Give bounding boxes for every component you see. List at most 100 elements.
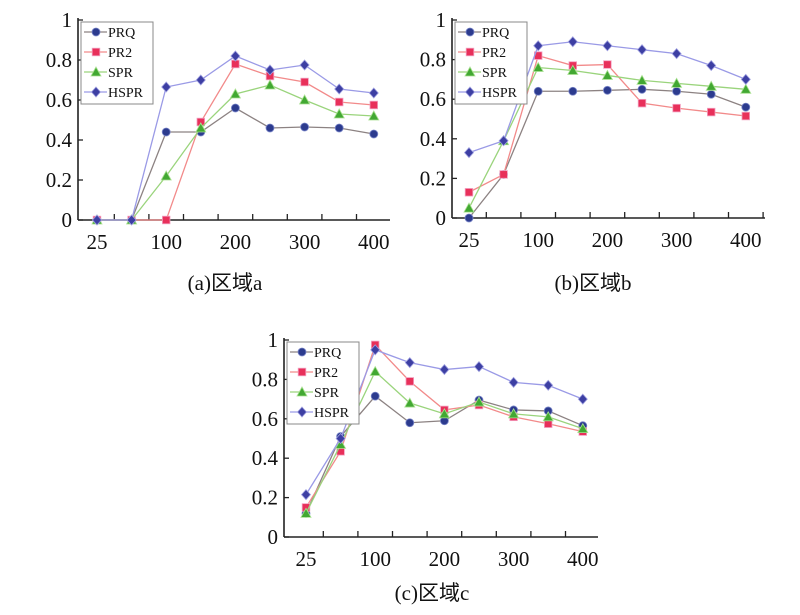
data-point <box>577 422 589 434</box>
data-point <box>670 77 683 88</box>
series-prq <box>464 84 751 223</box>
data-point <box>265 123 275 133</box>
data-point <box>741 111 750 121</box>
data-point <box>333 108 345 119</box>
legend-label: PRQ <box>482 26 509 41</box>
legend-marker <box>465 47 475 57</box>
data-point <box>463 202 475 213</box>
y-tick-label: 0 <box>268 525 279 549</box>
legend-label: PRQ <box>314 346 341 361</box>
x-tick-label: 25 <box>87 230 108 254</box>
series-line <box>97 107 374 221</box>
data-point <box>671 48 682 60</box>
y-tick-label: 0.6 <box>252 407 278 431</box>
y-tick-label: 0 <box>62 208 73 232</box>
data-point <box>705 80 717 91</box>
x-tick-label: 25 <box>459 228 480 252</box>
legend-label: PR2 <box>108 46 132 61</box>
data-point <box>507 408 520 419</box>
y-tick-label: 0.2 <box>46 168 72 192</box>
x-tick-label: 100 <box>150 230 182 254</box>
series-hspr <box>463 36 751 159</box>
series-spr <box>463 61 752 213</box>
data-point <box>300 77 309 87</box>
data-point <box>740 83 752 94</box>
data-point <box>298 94 311 105</box>
legend-marker <box>465 27 475 37</box>
data-point <box>404 397 416 408</box>
data-point <box>264 79 276 90</box>
data-point <box>404 357 415 369</box>
legend-label: SPR <box>314 386 340 401</box>
x-tick-label: 200 <box>592 228 624 252</box>
data-point <box>438 408 451 419</box>
legend-marker <box>91 47 101 57</box>
data-point <box>370 344 381 356</box>
x-tick-label: 300 <box>498 547 530 571</box>
legend-label: PR2 <box>314 366 338 381</box>
data-point <box>161 215 171 225</box>
y-tick-label: 0.8 <box>46 48 72 72</box>
legend-marker <box>296 386 308 397</box>
data-point <box>195 122 207 133</box>
data-point <box>533 40 544 52</box>
y-tick-label: 0.6 <box>46 88 72 112</box>
data-point <box>439 363 450 376</box>
legend-marker <box>296 406 308 418</box>
data-point <box>741 102 751 112</box>
series-hspr <box>91 50 379 226</box>
legend-label: HSPR <box>482 86 518 101</box>
data-point <box>91 214 103 226</box>
y-tick-label: 0.8 <box>420 48 446 72</box>
chart-caption: (b)区域b <box>555 271 632 295</box>
legend-marker <box>464 66 476 77</box>
data-point <box>601 69 614 80</box>
y-tick-label: 0.4 <box>420 127 447 151</box>
x-tick-label: 400 <box>730 228 762 252</box>
data-point <box>195 74 206 86</box>
data-point <box>299 59 310 71</box>
data-point <box>126 214 137 226</box>
series-line <box>468 88 747 219</box>
data-point <box>464 213 474 223</box>
data-point <box>499 170 508 179</box>
x-tick-label: 25 <box>296 547 317 571</box>
legend-marker <box>90 66 102 77</box>
data-point <box>405 418 415 428</box>
y-tick-label: 1 <box>62 8 73 32</box>
chart-caption: (a)区域a <box>188 271 263 295</box>
data-point <box>532 61 544 72</box>
data-point <box>264 64 276 76</box>
data-point <box>230 50 241 62</box>
x-tick-label: 400 <box>567 547 599 571</box>
legend-label: SPR <box>482 66 508 81</box>
data-point <box>543 379 554 391</box>
data-point <box>300 122 310 132</box>
y-tick-label: 0.4 <box>46 128 73 152</box>
legend-marker <box>297 347 307 357</box>
data-point <box>370 391 380 401</box>
series-hspr <box>300 344 588 501</box>
data-point <box>498 135 509 147</box>
data-point <box>542 411 554 422</box>
data-point <box>229 88 242 99</box>
legend-label: HSPR <box>108 86 144 101</box>
legend-label: HSPR <box>314 406 350 421</box>
y-tick-label: 0 <box>436 206 447 230</box>
y-tick-label: 1 <box>268 328 279 352</box>
legend-marker <box>90 86 102 98</box>
data-point <box>334 83 345 95</box>
y-tick-label: 1 <box>436 8 447 32</box>
legend-marker <box>464 86 476 98</box>
data-point <box>602 40 613 52</box>
data-point <box>405 377 414 386</box>
data-point <box>300 489 312 501</box>
y-tick-label: 0.6 <box>420 87 446 111</box>
data-point <box>672 103 681 113</box>
x-tick-label: 200 <box>429 547 461 571</box>
data-point <box>300 507 312 518</box>
legend-marker <box>297 367 307 377</box>
legend-label: SPR <box>108 66 134 81</box>
data-point <box>368 87 379 99</box>
data-point <box>230 103 240 113</box>
